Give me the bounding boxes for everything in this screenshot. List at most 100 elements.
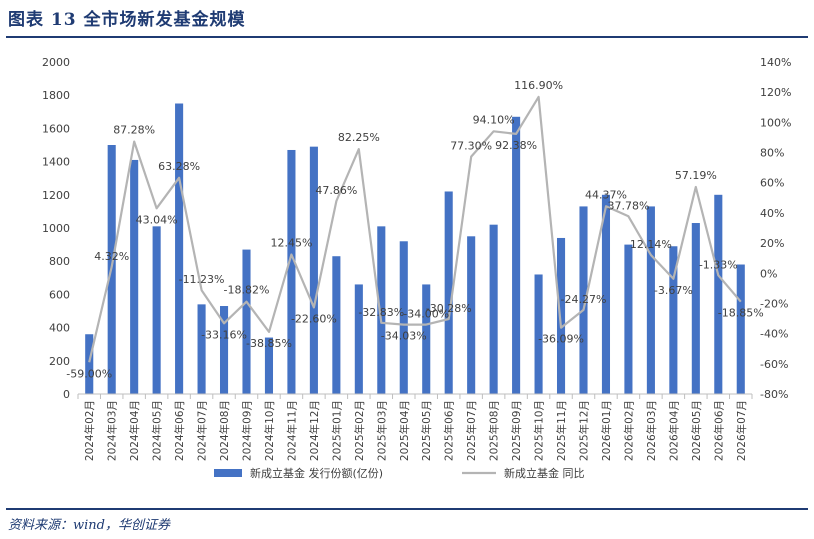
yoy-line: [88, 95, 742, 363]
left-axis-tick-label: 200: [49, 355, 70, 368]
bar: [354, 284, 363, 394]
bar: [85, 334, 94, 394]
x-axis-tick-label: 2024年12月: [308, 400, 321, 461]
bar: [512, 116, 521, 394]
yoy-data-label: 94.10%: [473, 113, 515, 126]
right-axis-tick-label: -80%: [760, 388, 788, 401]
left-axis-tick-label: 800: [49, 255, 70, 268]
bar: [669, 246, 678, 394]
left-axis-tick-label: 2000: [42, 56, 70, 69]
x-axis: 2024年02月 2024年03月 2024年04月 2024年05月 2024年06月…: [77, 393, 753, 461]
bar: [714, 194, 723, 394]
x-axis-tick-label: 2025年02月: [353, 400, 366, 461]
bar: [197, 304, 206, 394]
yoy-data-label: 57.19%: [675, 169, 717, 182]
yoy-data-label: 43.04%: [136, 213, 178, 226]
x-axis-tick-label: 2024年02月: [83, 400, 96, 461]
left-axis-tick-label: 1000: [42, 222, 70, 235]
right-axis-tick-label: 140%: [760, 56, 791, 69]
yoy-data-label: -24.27%: [561, 293, 607, 306]
x-axis-tick-label: 2024年11月: [285, 400, 298, 461]
x-axis-tick-label: 2024年08月: [218, 400, 231, 461]
yoy-data-label: -30.28%: [426, 302, 472, 315]
x-axis-tick-label: 2024年04月: [128, 400, 141, 461]
x-axis-tick-label: 2024年06月: [173, 400, 186, 461]
figure-title: 图表 13 全市场新发基金规模: [8, 10, 246, 30]
bar: [691, 223, 700, 394]
right-axis-tick-label: -20%: [760, 297, 788, 310]
x-axis-tick-label: 2025年09月: [510, 400, 523, 461]
x-axis-tick-label: 2025年03月: [375, 400, 388, 461]
data-labels: -59.00% 4.32% 87.28% 43.04% 63.28% -11.23% -33…: [66, 79, 763, 380]
legend: 新成立基金 发行份额(亿份) 新成立基金 同比: [214, 466, 585, 480]
yoy-data-label: 44.37%: [585, 188, 627, 201]
yoy-data-label: -36.09%: [538, 333, 584, 346]
bar: [489, 224, 498, 394]
right-axis-tick-label: 120%: [760, 86, 791, 99]
right-axis-tick-label: 20%: [760, 237, 784, 250]
yoy-data-label: 47.86%: [315, 184, 357, 197]
yoy-data-label: 82.25%: [338, 131, 380, 144]
yoy-data-label: -34.00%: [403, 308, 449, 321]
x-axis-tick-label: 2026年02月: [622, 400, 635, 461]
right-axis-tick-label: -40%: [760, 328, 788, 341]
bar: [579, 206, 588, 394]
source-note: 资料来源：wind，华创证券: [8, 518, 170, 533]
right-axis-tick-label: 100%: [760, 116, 791, 129]
x-axis-tick-label: 2026年04月: [667, 400, 680, 461]
x-axis-tick-label: 2025年08月: [488, 400, 501, 461]
bar: [287, 149, 296, 394]
right-axis-tick-label: 60%: [760, 177, 784, 190]
x-axis-tick-label: 2026年07月: [735, 400, 748, 461]
bar: [534, 274, 543, 394]
yoy-data-label: -59.00%: [66, 367, 112, 380]
x-axis-tick-label: 2024年09月: [241, 400, 254, 461]
yoy-data-label: -33.16%: [201, 328, 247, 341]
bar: [467, 236, 476, 394]
x-axis-tick-label: 2024年07月: [196, 400, 209, 461]
left-axis-tick-label: 0: [63, 388, 70, 401]
yoy-data-label: -32.83%: [358, 306, 404, 319]
yoy-data-label: 63.28%: [158, 160, 200, 173]
yoy-data-label: 12.45%: [270, 236, 312, 249]
yoy-data-label: -18.85%: [718, 307, 764, 320]
left-axis-tick-label: 1600: [42, 122, 70, 135]
bar: [624, 244, 633, 394]
title-rule: [6, 36, 808, 38]
bar: [130, 159, 139, 394]
yoy-data-label: -3.67%: [654, 284, 693, 297]
x-axis-tick-label: 2026年06月: [712, 400, 725, 461]
bar: [242, 249, 251, 394]
left-axis-tick-label: 1200: [42, 189, 70, 202]
x-axis-tick-label: 2025年07月: [465, 400, 478, 461]
bar: [332, 256, 341, 394]
bar: [219, 306, 229, 394]
right-axis-tick-label: 40%: [760, 207, 784, 220]
x-axis-tick-label: 2025年11月: [555, 400, 568, 461]
yoy-data-label: 37.78%: [607, 199, 649, 212]
yoy-data-label: 12.14%: [630, 238, 672, 251]
bar: [377, 226, 386, 394]
left-y-axis: 0 200 400 600 800 1000 1200 1400 1600 1800 2000: [42, 56, 70, 401]
x-axis-tick-label: 2024年10月: [263, 400, 276, 461]
legend-line-label: 新成立基金 同比: [504, 466, 585, 480]
x-axis-tick-label: 2025年06月: [443, 400, 456, 461]
left-axis-tick-label: 400: [49, 322, 70, 335]
yoy-data-label: -22.60%: [291, 312, 337, 325]
legend-bar-swatch: [214, 469, 242, 477]
bar: [152, 226, 161, 394]
bar: [646, 206, 655, 394]
right-axis-tick-label: -60%: [760, 358, 788, 371]
bar: [444, 191, 453, 394]
right-y-axis: -80% -60% -40% -20% 0% 20% 40% 60% 80% 100% 120% 14…: [760, 56, 791, 401]
yoy-data-label: -1.33%: [699, 258, 738, 271]
bar: [399, 241, 408, 394]
right-axis-tick-label: 0%: [760, 267, 777, 280]
yoy-data-label: -18.82%: [224, 284, 270, 297]
footer-rule: [6, 508, 808, 510]
yoy-data-label: 4.32%: [94, 250, 129, 263]
x-axis-tick-label: 2024年05月: [151, 400, 164, 461]
bar: [422, 284, 431, 394]
x-axis-tick-label: 2025年05月: [420, 400, 433, 461]
